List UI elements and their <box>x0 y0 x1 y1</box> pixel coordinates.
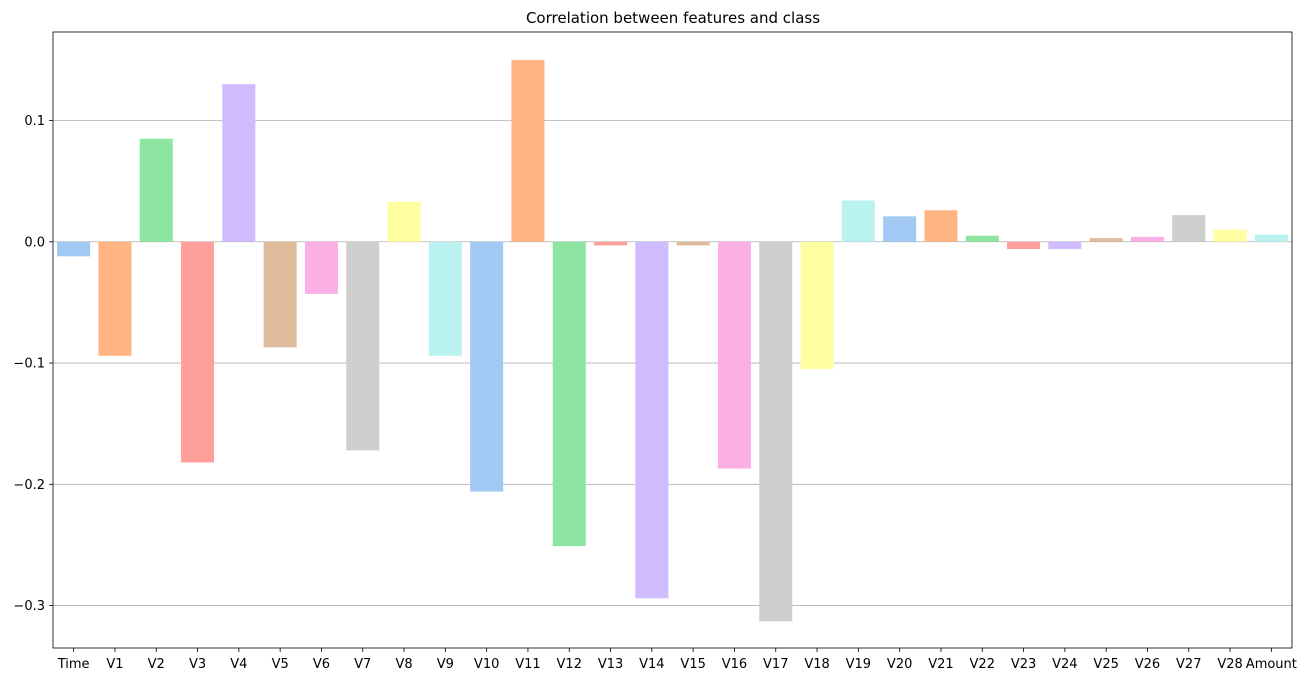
x-tick-label: V17 <box>763 657 788 672</box>
bar-v4 <box>222 84 256 242</box>
bar-v1 <box>98 241 132 356</box>
bar-v27 <box>1172 215 1206 242</box>
plot-frame <box>52 31 1293 649</box>
x-tick-label: V7 <box>354 657 371 672</box>
bar-v7 <box>346 241 380 451</box>
bar-time <box>57 241 91 257</box>
bar-v20 <box>883 216 917 242</box>
x-tick-label: V19 <box>846 657 871 672</box>
bar-v22 <box>965 235 999 242</box>
x-tick-label: V15 <box>680 657 705 672</box>
bar-v17 <box>759 241 793 622</box>
bar-v24 <box>1048 241 1082 250</box>
x-tick-label: V13 <box>598 657 623 672</box>
x-tick-label: V4 <box>230 657 247 672</box>
x-tick-label: V5 <box>272 657 289 672</box>
bar-v18 <box>800 241 834 370</box>
x-tick-label: V21 <box>928 657 953 672</box>
y-tick-label: −0.2 <box>13 478 45 493</box>
x-tick-label: V11 <box>515 657 540 672</box>
x-tick-label: V1 <box>106 657 123 672</box>
bar-v23 <box>1007 241 1041 250</box>
bar-v10 <box>470 241 504 492</box>
bar-v11 <box>511 59 545 242</box>
x-tick-label: V10 <box>474 657 499 672</box>
grid-lines <box>53 120 1292 606</box>
bars <box>57 59 1288 622</box>
x-tick-label: Amount <box>1246 657 1297 672</box>
x-tick-label: V12 <box>557 657 582 672</box>
x-tick-label: V27 <box>1176 657 1201 672</box>
x-tick-label: V8 <box>395 657 412 672</box>
bar-v15 <box>676 241 710 246</box>
y-tick-label: −0.3 <box>13 599 45 614</box>
bar-v6 <box>304 241 338 294</box>
bar-v3 <box>181 241 215 463</box>
bar-v9 <box>428 241 462 356</box>
x-tick-label: V25 <box>1093 657 1118 672</box>
bar-v5 <box>263 241 297 348</box>
bar-v21 <box>924 210 958 242</box>
y-tick-label: 0.1 <box>24 114 45 129</box>
x-tick-label: V24 <box>1052 657 1077 672</box>
x-tick-label: V16 <box>722 657 747 672</box>
bar-v2 <box>139 138 173 242</box>
bar-v12 <box>552 241 586 547</box>
chart-title: Correlation between features and class <box>526 9 820 27</box>
x-tick-label: V6 <box>313 657 330 672</box>
x-tick-label: V26 <box>1135 657 1160 672</box>
y-tick-label: −0.1 <box>13 357 45 372</box>
x-tick-label: Time <box>57 657 90 672</box>
bar-v8 <box>387 201 421 242</box>
axes: 0.1 0.0 −0.1 −0.2 −0.3 Time V1 V2 V3 V4 V5 V6 V7 V8 V9… <box>13 31 1297 672</box>
bar-v25 <box>1089 238 1123 242</box>
bar-v13 <box>594 241 628 246</box>
bar-v19 <box>841 200 875 242</box>
x-tick-label: V22 <box>970 657 995 672</box>
y-tick-label: 0.0 <box>24 235 45 250</box>
x-tick-label: V3 <box>189 657 206 672</box>
x-tick-label: V28 <box>1217 657 1242 672</box>
bar-v26 <box>1130 236 1164 242</box>
x-tick-label: V23 <box>1011 657 1036 672</box>
x-tick-label: V9 <box>437 657 454 672</box>
bar-v14 <box>635 241 669 599</box>
bar-amount <box>1254 234 1288 242</box>
x-tick-label: V20 <box>887 657 912 672</box>
x-tick-label: V2 <box>148 657 165 672</box>
x-tick-label: V18 <box>804 657 829 672</box>
bar-v28 <box>1213 229 1247 242</box>
bar-v16 <box>717 241 751 469</box>
x-tick-label: V14 <box>639 657 664 672</box>
